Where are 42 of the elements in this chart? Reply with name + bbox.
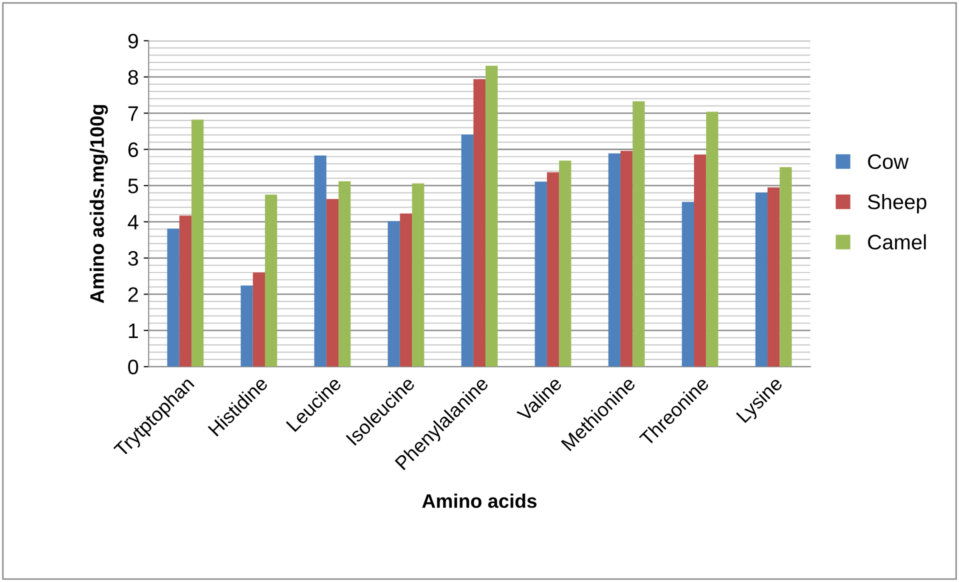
bar xyxy=(486,66,498,367)
bar xyxy=(694,154,706,367)
bar xyxy=(755,192,768,367)
bar xyxy=(314,156,326,367)
y-tick-label: 0 xyxy=(128,360,138,374)
legend-label: Sheep xyxy=(868,194,926,214)
bar xyxy=(179,216,192,367)
y-tick-label: 2 xyxy=(128,287,138,302)
y-tick-label: 9 xyxy=(128,34,138,48)
y-tick-label: 4 xyxy=(128,215,138,230)
bar xyxy=(768,187,780,367)
bar xyxy=(780,167,792,367)
bar xyxy=(546,172,560,367)
bar xyxy=(338,181,351,367)
bar xyxy=(400,213,412,367)
bar xyxy=(620,150,633,367)
bar xyxy=(264,194,278,367)
y-tick-label: 3 xyxy=(128,251,138,266)
y-axis-title: Amino acids.mg/100g xyxy=(90,105,108,304)
bar xyxy=(326,198,339,367)
bar xyxy=(534,182,547,367)
bar xyxy=(473,79,486,367)
bar xyxy=(632,101,645,367)
bar xyxy=(559,160,572,367)
bar xyxy=(252,272,265,367)
bar xyxy=(412,183,424,367)
bar xyxy=(682,202,694,367)
bar xyxy=(167,228,180,367)
x-axis-title: Amino acids xyxy=(422,494,537,508)
bar xyxy=(388,221,400,367)
bar xyxy=(706,112,718,367)
bar xyxy=(608,153,620,367)
y-tick-label: 1 xyxy=(128,324,138,338)
bar xyxy=(461,134,474,367)
y-tick-label: 7 xyxy=(128,106,138,121)
bar xyxy=(191,120,204,367)
y-tick-label: 5 xyxy=(128,178,138,194)
y-tick-label: 6 xyxy=(128,142,138,158)
legend-label: Camel xyxy=(868,234,926,250)
bar xyxy=(240,286,253,367)
legend-label: Cow xyxy=(868,154,909,170)
y-tick-label: 8 xyxy=(128,70,138,85)
